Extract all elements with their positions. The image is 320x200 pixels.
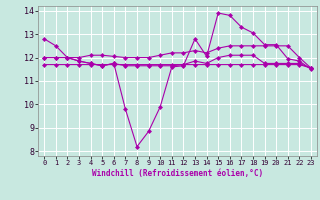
X-axis label: Windchill (Refroidissement éolien,°C): Windchill (Refroidissement éolien,°C) [92, 169, 263, 178]
